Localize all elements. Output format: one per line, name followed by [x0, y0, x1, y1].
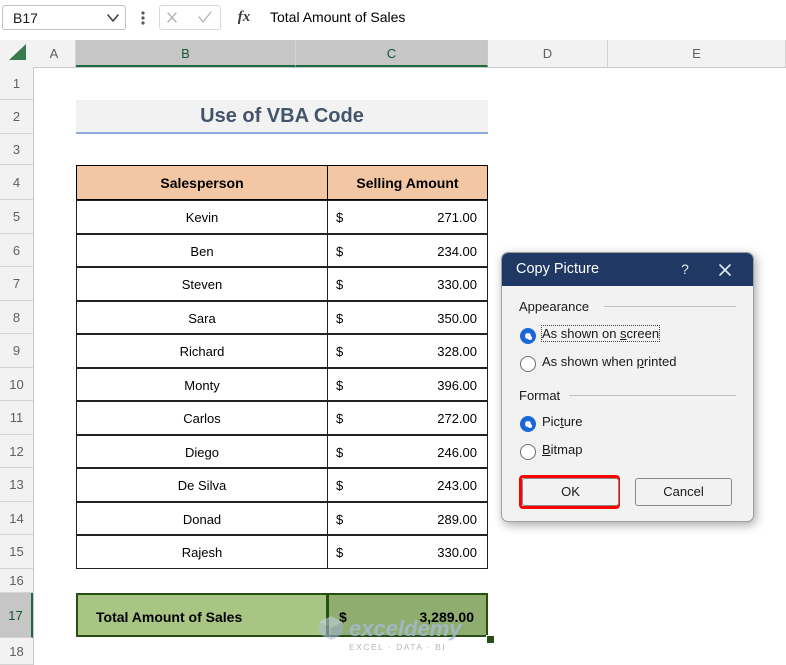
- svg-text:EXCEL · DATA · BI: EXCEL · DATA · BI: [349, 642, 446, 652]
- svg-text:exceldemy: exceldemy: [349, 616, 463, 641]
